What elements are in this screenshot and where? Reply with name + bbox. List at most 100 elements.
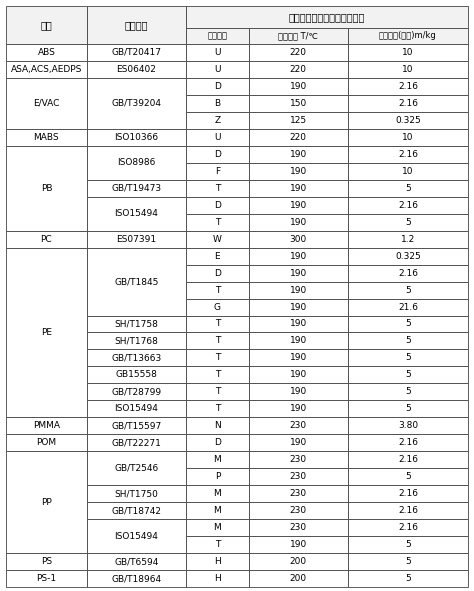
Text: 230: 230: [290, 472, 307, 481]
Bar: [87, 78, 186, 129]
Text: 5: 5: [405, 184, 411, 193]
Bar: [87, 6, 186, 44]
Text: 10: 10: [402, 48, 414, 57]
Bar: [186, 553, 248, 570]
Bar: [186, 6, 468, 28]
Bar: [87, 400, 186, 417]
Bar: [6, 434, 87, 452]
Text: 5: 5: [405, 574, 411, 583]
Text: 5: 5: [405, 540, 411, 549]
Bar: [87, 146, 186, 180]
Bar: [248, 146, 348, 163]
Text: 5: 5: [405, 320, 411, 329]
Bar: [248, 230, 348, 248]
Bar: [248, 248, 348, 265]
Bar: [348, 230, 468, 248]
Text: D: D: [214, 439, 221, 447]
Text: 2.16: 2.16: [398, 523, 418, 532]
Text: 2.16: 2.16: [398, 455, 418, 465]
Text: GB/T22271: GB/T22271: [111, 439, 162, 447]
Text: 220: 220: [290, 65, 307, 74]
Text: 条件代号: 条件代号: [207, 31, 228, 41]
Text: H: H: [214, 574, 221, 583]
Bar: [348, 95, 468, 112]
Text: PMMA: PMMA: [33, 421, 60, 430]
Text: 125: 125: [290, 116, 307, 125]
Text: ISO15494: ISO15494: [115, 531, 158, 541]
Bar: [6, 44, 87, 61]
Bar: [248, 519, 348, 536]
Bar: [248, 485, 348, 502]
Text: 5: 5: [405, 472, 411, 481]
Bar: [6, 61, 87, 78]
Text: SH/T1768: SH/T1768: [115, 336, 158, 346]
Bar: [186, 146, 248, 163]
Text: PE: PE: [41, 328, 52, 337]
Text: ISO15494: ISO15494: [115, 404, 158, 413]
Text: 3.80: 3.80: [398, 421, 418, 430]
Text: 190: 190: [290, 439, 307, 447]
Text: 230: 230: [290, 523, 307, 532]
Text: 2.16: 2.16: [398, 150, 418, 159]
Bar: [248, 434, 348, 452]
Bar: [348, 485, 468, 502]
Text: 220: 220: [290, 48, 307, 57]
Bar: [348, 248, 468, 265]
Bar: [87, 366, 186, 384]
Bar: [186, 95, 248, 112]
Bar: [186, 163, 248, 180]
Text: GB/T18742: GB/T18742: [111, 506, 162, 515]
Text: 190: 190: [290, 201, 307, 210]
Text: 试验温度 T/℃: 试验温度 T/℃: [278, 31, 318, 41]
Bar: [87, 434, 186, 452]
Bar: [87, 384, 186, 400]
Text: 300: 300: [290, 235, 307, 243]
Text: N: N: [214, 421, 221, 430]
Text: 190: 190: [290, 353, 307, 362]
Bar: [6, 452, 87, 553]
Bar: [186, 485, 248, 502]
Bar: [186, 519, 248, 536]
Text: 190: 190: [290, 371, 307, 379]
Text: 5: 5: [405, 557, 411, 566]
Bar: [6, 146, 87, 230]
Text: M: M: [213, 506, 221, 515]
Bar: [248, 28, 348, 44]
Bar: [348, 214, 468, 230]
Text: 5: 5: [405, 336, 411, 346]
Text: M: M: [213, 455, 221, 465]
Bar: [186, 281, 248, 298]
Text: GB/T13663: GB/T13663: [111, 353, 162, 362]
Bar: [87, 502, 186, 519]
Bar: [87, 519, 186, 553]
Text: 标称负荷(组合)m/kg: 标称负荷(组合)m/kg: [379, 31, 437, 41]
Bar: [186, 570, 248, 587]
Bar: [186, 349, 248, 366]
Bar: [87, 349, 186, 366]
Bar: [87, 570, 186, 587]
Bar: [248, 452, 348, 468]
Text: GB15558: GB15558: [116, 371, 157, 379]
Bar: [87, 417, 186, 434]
Bar: [348, 468, 468, 485]
Bar: [186, 230, 248, 248]
Bar: [348, 163, 468, 180]
Text: 190: 190: [290, 303, 307, 311]
Bar: [6, 248, 87, 417]
Text: E: E: [215, 252, 220, 261]
Bar: [186, 197, 248, 214]
Bar: [348, 78, 468, 95]
Text: P: P: [215, 472, 220, 481]
Bar: [186, 452, 248, 468]
Text: 230: 230: [290, 489, 307, 498]
Text: GB/T2546: GB/T2546: [114, 464, 159, 473]
Text: 5: 5: [405, 353, 411, 362]
Text: G: G: [214, 303, 221, 311]
Bar: [248, 400, 348, 417]
Text: 1.2: 1.2: [401, 235, 415, 243]
Text: GB/T18964: GB/T18964: [111, 574, 162, 583]
Text: 21.6: 21.6: [398, 303, 418, 311]
Bar: [6, 570, 87, 587]
Text: PS-1: PS-1: [36, 574, 56, 583]
Text: 230: 230: [290, 506, 307, 515]
